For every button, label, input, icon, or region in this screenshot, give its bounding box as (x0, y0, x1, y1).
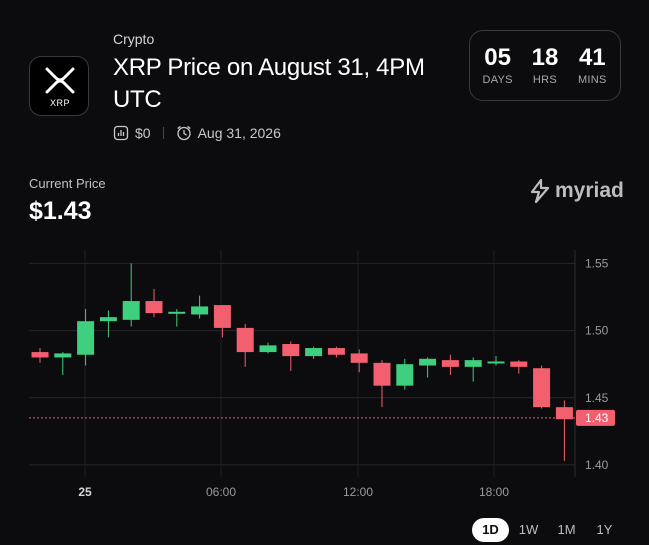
candle (191, 295, 209, 319)
logo-text: XRP (50, 98, 70, 108)
candle (213, 305, 231, 338)
countdown-minutes-label: MINS (577, 74, 607, 86)
candle-body (259, 345, 277, 353)
current-price-label: Current Price (29, 176, 106, 191)
current-price-tag-label: 1.43 (585, 411, 609, 425)
range-1w-button[interactable]: 1W (518, 522, 539, 537)
candle (236, 323, 254, 367)
market-meta: $0 Aug 31, 2026 (113, 123, 281, 143)
candle (350, 349, 368, 373)
countdown-days-label: DAYS (482, 74, 513, 86)
clock-icon (176, 126, 191, 141)
candle (510, 360, 528, 374)
current-price-tag-bg (576, 409, 615, 426)
current-price-value: $1.43 (29, 197, 92, 225)
candle-body (533, 368, 551, 408)
candle-body (31, 352, 49, 358)
time-range-selector: 1D 1W 1M 1Y (472, 517, 624, 543)
range-1m-button[interactable]: 1M (557, 522, 576, 537)
candle-body (487, 361, 505, 364)
candle-body (191, 306, 209, 315)
candle-body (145, 301, 163, 314)
candle (396, 358, 414, 390)
candle-body (236, 327, 254, 353)
countdown-minutes: 41 MINS (570, 44, 614, 87)
candle (327, 346, 345, 358)
candle-body (464, 360, 482, 367)
candle-body (213, 305, 231, 328)
countdown-hours: 18 HRS (523, 44, 567, 87)
candle-body (327, 348, 345, 355)
candle (259, 342, 277, 354)
candle-body (510, 361, 528, 367)
candle-body (168, 311, 186, 314)
candle-body (396, 364, 414, 386)
price-chart[interactable]: 1.55 1.50 1.45 1.40 25 06:00 12:00 18:00 1.43 (0, 0, 649, 510)
candle-body (441, 360, 459, 367)
y-tick-label: 1.40 (585, 458, 609, 472)
chart-grid (29, 250, 576, 477)
x-tick-label: 18:00 (479, 485, 509, 499)
candle (31, 348, 49, 363)
x-tick-label: 25 (78, 485, 92, 499)
volume-value: $0 (135, 125, 151, 141)
candle (145, 288, 163, 318)
countdown-hours-value: 18 (531, 44, 559, 71)
candle (168, 309, 186, 327)
candle (533, 365, 551, 409)
myriad-brand: myriad (529, 177, 624, 205)
countdown-hours-label: HRS (532, 74, 558, 86)
candle (419, 357, 437, 378)
category-label[interactable]: Crypto (113, 31, 155, 47)
candle-body (350, 353, 368, 363)
chart-bars-icon (113, 125, 129, 141)
countdown-days: 05 DAYS (476, 44, 520, 87)
resolution-date: Aug 31, 2026 (197, 125, 281, 141)
candle-body (77, 321, 95, 355)
brand-name: myriad (555, 179, 624, 202)
candle (122, 263, 140, 327)
meta-divider (162, 127, 164, 139)
candle-body (122, 301, 140, 320)
candle (305, 346, 323, 359)
xrp-icon: XRP (45, 67, 75, 108)
y-tick-label: 1.45 (585, 391, 609, 405)
candle (555, 400, 573, 461)
candle-body (282, 344, 300, 357)
candle-body (54, 353, 72, 358)
chart-axes: 1.55 1.50 1.45 1.40 25 06:00 12:00 18:00 1.43 (78, 256, 615, 499)
candle-body (305, 348, 323, 357)
candle-body (555, 407, 573, 420)
xrp-logo: XRP (29, 56, 89, 116)
myriad-logo-icon (530, 179, 550, 203)
candle (441, 354, 459, 375)
candle-body (373, 362, 391, 386)
countdown-timer: 05 DAYS 18 HRS 41 MINS (469, 30, 621, 101)
x-tick-label: 12:00 (343, 485, 373, 499)
candle (54, 352, 72, 375)
candle (99, 310, 117, 338)
page-title: XRP Price on August 31, 4PM UTC (113, 54, 425, 113)
candle (77, 309, 95, 366)
candle-body (419, 358, 437, 366)
candle (487, 356, 505, 366)
y-tick-label: 1.50 (585, 324, 609, 338)
candle (464, 357, 482, 382)
range-1d-button[interactable]: 1D (472, 518, 509, 542)
candle-body (99, 317, 117, 322)
candlesticks (31, 263, 573, 461)
range-1y-button[interactable]: 1Y (596, 522, 613, 537)
x-tick-label: 06:00 (206, 485, 236, 499)
candle (282, 341, 300, 371)
countdown-days-value: 05 (484, 44, 511, 71)
y-tick-label: 1.55 (585, 256, 609, 270)
current-price-tag: 1.43 (576, 409, 615, 426)
candle (373, 360, 391, 408)
countdown-minutes-value: 41 (578, 44, 606, 71)
